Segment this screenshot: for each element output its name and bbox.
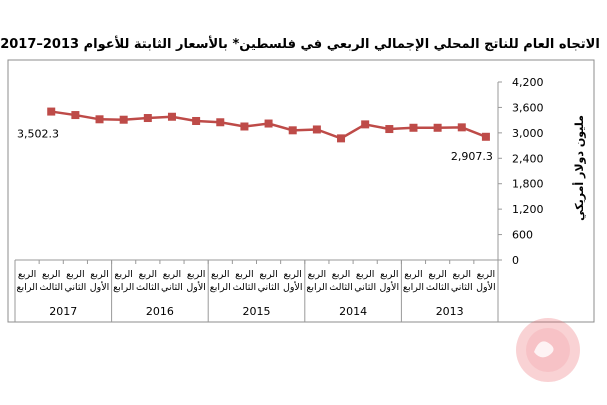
y-axis-ticks: 4,200 3,600 3,000 2,400 1,800 1,200 600 0 [498,76,544,267]
data-point-marker [433,123,442,132]
data-labels: 3,502.3 2,907.3 [17,128,493,163]
quarter-label-line1: الربع [114,269,132,280]
quarter-label-line1: الربع [356,269,374,280]
quarter-label-line1: الربع [163,269,181,280]
data-point-marker [167,112,176,121]
quarter-label-line2: الأول [380,281,400,293]
quarter-label-line1: الربع [42,269,60,280]
quarter-label-line1: الربع [380,269,398,280]
data-point-marker [385,125,394,134]
quarter-label-line2: الثاني [258,282,280,293]
data-point-marker [216,118,225,127]
quarter-label-line1: الربع [428,269,446,280]
y-tick-label: 600 [512,229,533,242]
data-point-marker [71,111,80,120]
year-label: 2013 [436,305,464,318]
quarter-label-line1: الربع [332,269,350,280]
y-tick-label: 2,400 [512,152,544,165]
quarter-label-line2: الأول [186,281,206,293]
y-axis-label: مليون دولار أمريكي [572,115,586,221]
quarter-label-line1: الربع [404,269,422,280]
year-label: 2017 [49,305,77,318]
data-point-marker [264,119,273,128]
y-tick-label: 0 [512,254,519,267]
quarter-label-line2: الثالث [329,282,353,293]
data-point-marker [95,115,104,124]
data-point-marker [143,114,152,123]
quarter-label-line2: الأول [90,281,110,293]
quarter-label-line2: الرابع [306,282,327,293]
y-tick-label: 3,600 [512,101,544,114]
maan-logo [516,318,580,382]
quarter-label-line1: الربع [211,269,229,280]
quarter-label-line2: الثاني [451,282,473,293]
y-tick-label: 1,200 [512,203,544,216]
quarter-label-line1: الربع [477,269,495,280]
quarter-label-line1: الربع [235,269,253,280]
quarter-label-line2: الرابع [17,282,38,293]
y-tick-label: 1,800 [512,178,544,191]
logo-mark [534,341,554,358]
data-point-marker [409,123,418,132]
chart-title: الاتجاه العام للناتج المحلي الإجمالي الر… [0,37,600,52]
plot-frame [7,59,595,323]
data-point-marker [192,116,201,125]
quarter-label-line2: الثاني [354,282,376,293]
y-tick-label: 3,000 [512,127,544,140]
data-point-marker [47,107,56,116]
data-point-marker [361,120,370,129]
data-label: 2,907.3 [451,150,493,163]
quarter-label-line2: الثاني [161,282,183,293]
data-point-marker [457,123,466,132]
quarter-label-line1: الربع [18,269,36,280]
data-point-marker [337,134,346,143]
quarter-label-line1: الربع [90,269,108,280]
quarter-label-line2: الرابع [113,282,134,293]
quarter-label-line2: الثالث [39,282,63,293]
series-line-group [47,107,490,143]
y-tick-label: 4,200 [512,76,544,89]
quarter-label-line2: الأول [476,281,496,293]
data-point-marker [119,115,128,124]
quarter-label-line1: الربع [139,269,157,280]
quarter-label-line1: الربع [66,269,84,280]
year-label: 2016 [146,305,174,318]
quarter-label-line2: الأول [283,281,303,293]
data-point-marker [240,122,249,131]
quarter-label-line2: الرابع [210,282,231,293]
quarter-label-line1: الربع [259,269,277,280]
quarter-label-line1: الربع [187,269,205,280]
quarter-label-line1: الربع [283,269,301,280]
quarter-label-line2: الثالث [426,282,450,293]
data-point-marker [481,132,490,141]
year-label: 2014 [339,305,367,318]
data-label: 3,502.3 [17,128,59,141]
quarter-label-line2: الثالث [136,282,160,293]
quarter-label-line2: الثالث [233,282,257,293]
quarter-category-table: 2017الربعالرابعالربعالثالثالربعالثانيالر… [14,260,499,322]
quarter-label-line1: الربع [453,269,471,280]
data-point-marker [288,126,297,135]
data-point-marker [312,125,321,134]
year-label: 2015 [243,305,271,318]
quarter-label-line2: الرابع [403,282,424,293]
quarter-label-line2: الثاني [64,282,86,293]
quarter-label-line1: الربع [308,269,326,280]
